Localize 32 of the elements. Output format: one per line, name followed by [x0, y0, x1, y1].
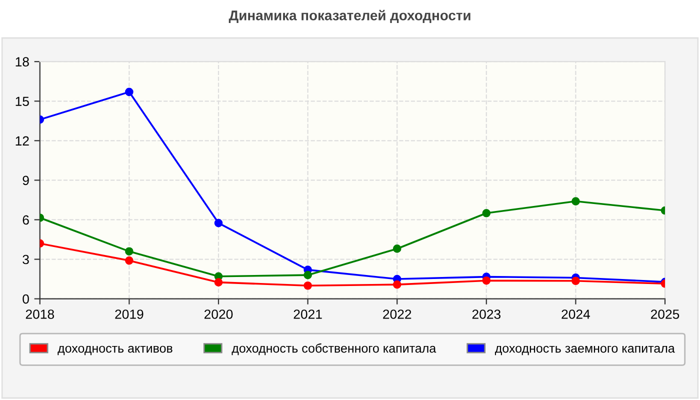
point	[482, 208, 491, 218]
point	[304, 270, 312, 280]
x-tick-label: 2025	[650, 310, 680, 319]
point	[125, 247, 134, 256]
point	[392, 280, 402, 289]
legend-label: доходность заемного капитала	[494, 346, 675, 356]
x-tick-label: 2020	[204, 310, 233, 319]
x-tick-label: 2022	[383, 310, 412, 319]
point	[214, 218, 223, 228]
y-tick-label: 12	[16, 136, 29, 146]
x-tick-label: 2024	[562, 310, 590, 319]
point	[125, 88, 134, 96]
point	[482, 276, 491, 285]
y-tick-label: 3	[22, 254, 29, 264]
point	[392, 244, 402, 253]
y-tick-label: 6	[22, 215, 29, 225]
point	[214, 278, 223, 286]
point	[304, 281, 312, 290]
point	[572, 276, 580, 286]
chart-title: Динамика показателей доходности	[228, 10, 470, 23]
legend-label: доходность активов	[58, 346, 172, 356]
y-tick-label: 15	[16, 96, 29, 106]
point	[572, 197, 580, 206]
point	[125, 256, 134, 265]
x-tick-label: 2019	[115, 310, 144, 319]
y-tick-label: 18	[16, 57, 29, 67]
y-tick-label: 9	[22, 176, 29, 186]
x-tick-label: 2023	[472, 310, 500, 319]
y-tick-label: 0	[22, 294, 29, 304]
x-tick-label: 2018	[26, 310, 54, 319]
x-tick-label: 2021	[294, 310, 322, 319]
legend-label: доходность собственного капитала	[232, 343, 436, 356]
